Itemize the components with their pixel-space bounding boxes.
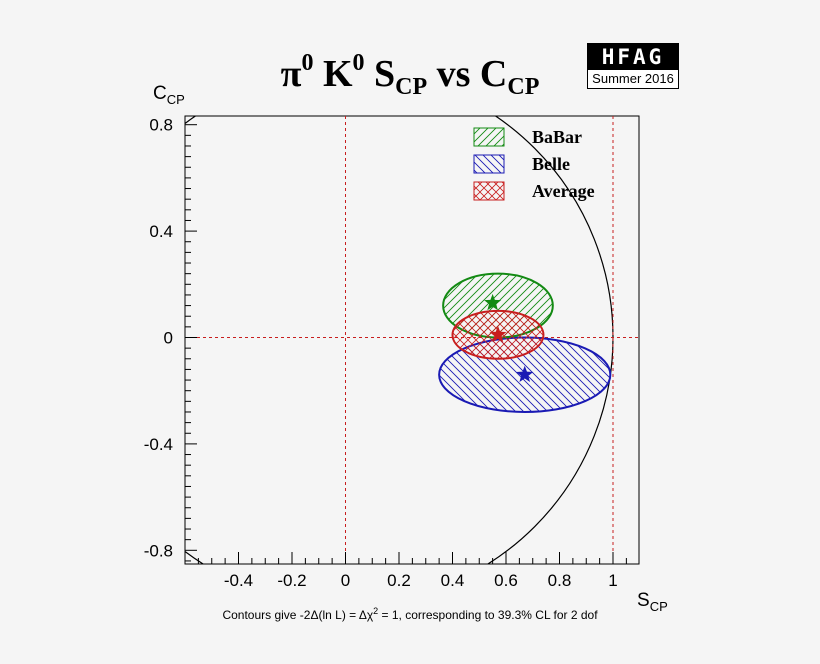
legend-swatch-babar	[473, 127, 505, 147]
x-tick-label: -0.2	[277, 571, 306, 590]
footnote-superscript: 2	[373, 606, 379, 616]
x-tick-label: 0.6	[494, 571, 518, 590]
y-tick-label: -0.8	[144, 541, 173, 560]
y-axis-label: CCP	[153, 83, 185, 107]
chart-title: π0 K0 SCP vs CCP	[281, 50, 540, 100]
babar-central-value-star	[484, 293, 502, 311]
y-tick-label: -0.4	[144, 435, 173, 454]
footnote-text-2: = 1, corresponding to 39.3% CL for 2 dof	[378, 608, 598, 622]
footnote: Contours give -2Δ(ln L) = Δχ2 = 1, corre…	[0, 606, 820, 622]
footnote-text-1: Contours give -2Δ(ln L) = Δχ	[222, 608, 374, 622]
belle-central-value-star	[516, 365, 534, 383]
x-tick-label: 0.8	[548, 571, 572, 590]
plot-area	[184, 115, 640, 565]
x-tick-label: 1	[608, 571, 617, 590]
average-central-value-star	[489, 325, 507, 343]
logo-name: HFAG	[588, 44, 678, 70]
legend-swatch-belle	[473, 154, 505, 174]
x-tick-label: -0.4	[224, 571, 253, 590]
x-tick-label: 0	[341, 571, 350, 590]
x-tick-label: 0.2	[387, 571, 411, 590]
legend-label-average: Average	[532, 181, 595, 201]
x-axis-label: SCP	[637, 590, 668, 614]
legend-swatch-average	[473, 181, 505, 201]
y-tick-label: 0.4	[149, 222, 173, 241]
hfag-logo: HFAG Summer 2016	[587, 43, 679, 89]
logo-edition: Summer 2016	[592, 71, 674, 86]
legend-label-babar: BaBar	[532, 127, 582, 147]
legend-label-belle: Belle	[532, 154, 570, 174]
y-tick-label: 0	[164, 329, 173, 348]
y-tick-label: 0.8	[149, 116, 173, 135]
x-tick-label: 0.4	[441, 571, 465, 590]
